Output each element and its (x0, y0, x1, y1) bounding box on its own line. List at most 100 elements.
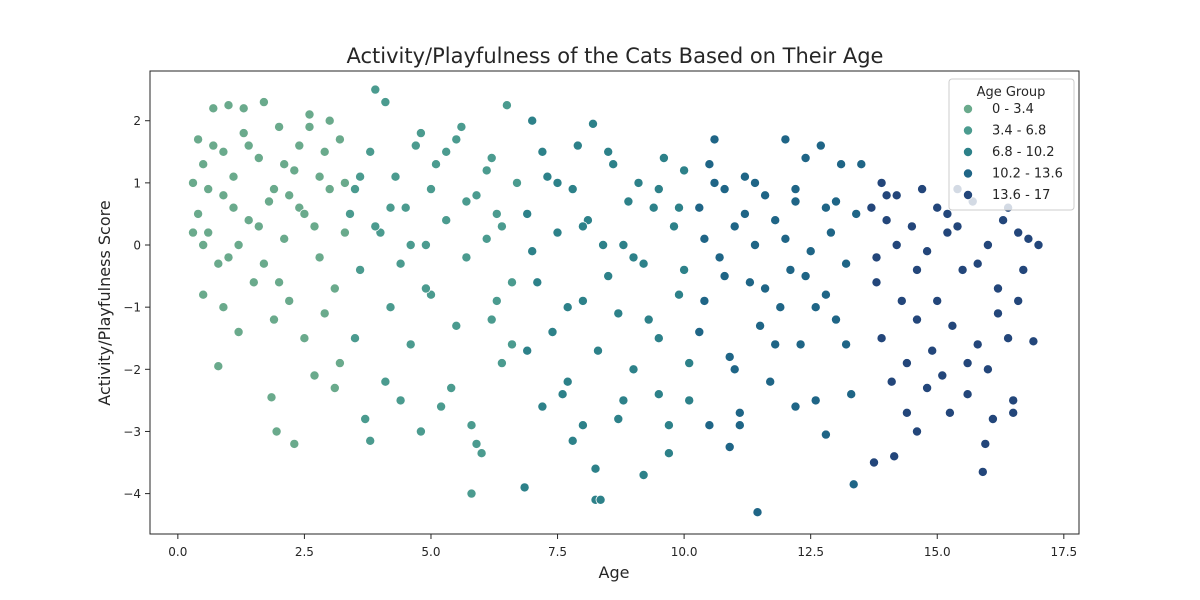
data-point (846, 389, 857, 400)
data-point (876, 177, 887, 188)
data-point (869, 457, 880, 468)
y-tick-label: −3 (123, 425, 141, 439)
data-point (481, 165, 492, 176)
data-point (603, 271, 614, 282)
data-point (446, 382, 457, 393)
legend-marker (963, 104, 974, 115)
data-point (1003, 333, 1014, 344)
data-point (752, 507, 763, 518)
data-point (537, 146, 548, 157)
data-point (405, 239, 416, 250)
data-point (491, 295, 502, 306)
data-point (653, 184, 664, 195)
data-point (228, 202, 239, 213)
data-point (213, 361, 224, 372)
legend-entry-label: 6.8 - 10.2 (992, 145, 1055, 160)
data-point (557, 389, 568, 400)
data-point (365, 435, 376, 446)
data-point (572, 140, 583, 151)
data-point (947, 320, 958, 331)
x-tick-label: 17.5 (1050, 545, 1077, 559)
data-point (203, 227, 214, 238)
data-point (299, 333, 310, 344)
data-point (385, 202, 396, 213)
data-point (405, 339, 416, 350)
data-point (866, 202, 877, 213)
data-point (886, 376, 897, 387)
data-point (815, 140, 826, 151)
data-point (329, 283, 340, 294)
x-tick-label: 2.5 (295, 545, 314, 559)
data-point (653, 333, 664, 344)
data-point (820, 202, 831, 213)
data-point (836, 159, 847, 170)
data-point (755, 320, 766, 331)
data-point (279, 233, 290, 244)
data-point (187, 227, 198, 238)
data-point (279, 159, 290, 170)
y-tick-label: −1 (123, 301, 141, 315)
data-point (704, 159, 715, 170)
data-point (891, 190, 902, 201)
legend-entry-label: 3.4 - 6.8 (992, 124, 1046, 139)
data-point (674, 202, 685, 213)
data-point (400, 202, 411, 213)
data-point (653, 389, 664, 400)
data-point (876, 333, 887, 344)
data-point (324, 115, 335, 126)
data-point (906, 221, 917, 232)
data-point (527, 115, 538, 126)
legend-marker (963, 189, 974, 200)
data-point (339, 227, 350, 238)
data-point (365, 146, 376, 157)
data-point (694, 326, 705, 337)
data-point (380, 97, 391, 108)
data-point (271, 426, 282, 437)
data-point (314, 171, 325, 182)
data-point (663, 448, 674, 459)
data-point (658, 152, 669, 163)
data-point (944, 407, 955, 418)
data-point (595, 494, 606, 505)
data-point (562, 376, 573, 387)
data-point (922, 382, 933, 393)
data-point (228, 171, 239, 182)
data-point (744, 277, 755, 288)
data-point (294, 140, 305, 151)
data-point (289, 438, 300, 449)
data-point (218, 302, 229, 313)
data-point (800, 152, 811, 163)
data-point (993, 283, 1004, 294)
data-point (962, 389, 973, 400)
data-point (547, 326, 558, 337)
data-point (780, 134, 791, 145)
data-point (274, 121, 285, 132)
data-point (1013, 295, 1024, 306)
legend-marker (963, 168, 974, 179)
data-point (491, 208, 502, 219)
data-point (309, 370, 320, 381)
data-point (800, 271, 811, 282)
data-point (593, 345, 604, 356)
data-point (952, 221, 963, 232)
data-point (223, 252, 234, 263)
data-point (912, 426, 923, 437)
data-point (339, 177, 350, 188)
data-point (1028, 336, 1039, 347)
x-axis-label: Age (599, 563, 630, 582)
data-point (734, 407, 745, 418)
data-point (856, 159, 867, 170)
data-point (972, 339, 983, 350)
data-point (590, 463, 601, 474)
data-point (471, 438, 482, 449)
data-point (519, 482, 530, 493)
data-point (795, 339, 806, 350)
data-point (780, 233, 791, 244)
data-point (770, 215, 781, 226)
data-point (618, 395, 629, 406)
data-point (501, 100, 512, 111)
data-point (993, 308, 1004, 319)
data-point (238, 103, 249, 114)
data-point (1008, 407, 1019, 418)
